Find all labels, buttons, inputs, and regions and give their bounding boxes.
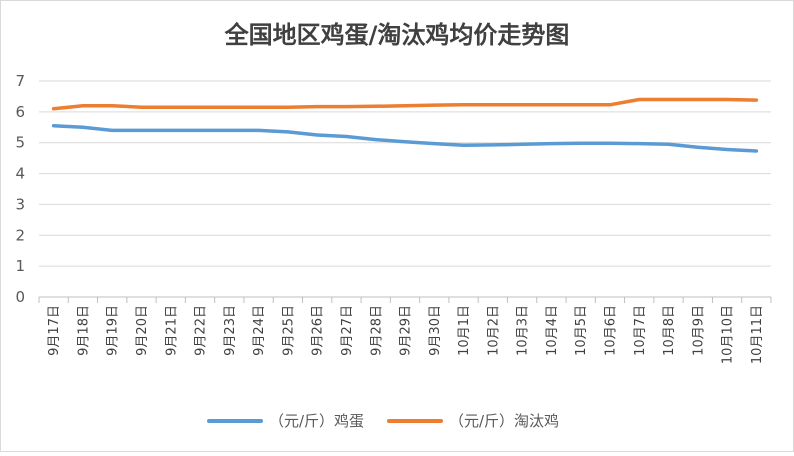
x-tick-label: 9月27日 [340, 305, 355, 356]
x-tick-label: 9月26日 [311, 305, 326, 356]
x-tick-label: 9月17日 [47, 305, 62, 356]
y-tick-label: 4 [15, 165, 25, 183]
x-tick-label: 9月30日 [428, 305, 443, 356]
x-tick-label: 10月7日 [633, 305, 648, 356]
y-tick-label: 6 [15, 103, 25, 121]
y-tick-label: 1 [15, 257, 25, 275]
x-tick-label: 10月1日 [457, 305, 472, 356]
x-tick-label: 10月5日 [574, 305, 589, 356]
x-tick-label: 10月8日 [662, 305, 677, 356]
legend-label-1: （元/斤）淘汰鸡 [449, 412, 559, 430]
x-tick-label: 10月10日 [721, 305, 736, 364]
x-tick-label: 9月28日 [369, 305, 384, 356]
x-axis [38, 296, 772, 303]
y-tick-label: 3 [15, 195, 25, 213]
x-tick-label: 10月6日 [604, 305, 619, 356]
x-tick-label: 9月20日 [135, 305, 150, 356]
y-axis-ticks: 0 1 2 3 4 5 6 7 [15, 72, 25, 306]
x-tick-label: 9月25日 [281, 305, 296, 356]
x-tick-label: 9月19日 [106, 305, 121, 356]
x-tick-label: 10月11日 [750, 305, 765, 364]
x-tick-label: 9月29日 [399, 305, 414, 356]
x-tick-label: 10月9日 [691, 305, 706, 356]
series-line-1 [51, 97, 759, 111]
y-tick-label: 5 [15, 134, 25, 152]
x-tick-label: 10月2日 [486, 305, 501, 356]
x-tick-label: 10月4日 [545, 305, 560, 356]
series-lines [51, 97, 759, 153]
legend: （元/斤）鸡蛋 （元/斤）淘汰鸡 [207, 412, 559, 430]
legend-label-0: （元/斤）鸡蛋 [269, 412, 364, 430]
chart-title: 全国地区鸡蛋/淘汰鸡均价走势图 [224, 21, 570, 49]
x-axis-ticks: 9月17日 9月18日 9月19日 9月20日 9月21日 9月22日 9月23日 9月24日… [47, 305, 765, 364]
x-tick-label: 10月3日 [516, 305, 531, 356]
series-line-0 [51, 123, 759, 153]
y-tick-label: 0 [15, 288, 25, 306]
y-tick-label: 7 [15, 72, 25, 90]
x-tick-label: 9月21日 [164, 305, 179, 356]
x-tick-label: 9月22日 [194, 305, 209, 356]
y-tick-label: 2 [15, 226, 25, 244]
x-tick-label: 9月18日 [76, 305, 91, 356]
x-tick-label: 9月24日 [252, 305, 267, 356]
x-tick-label: 9月23日 [223, 305, 238, 356]
